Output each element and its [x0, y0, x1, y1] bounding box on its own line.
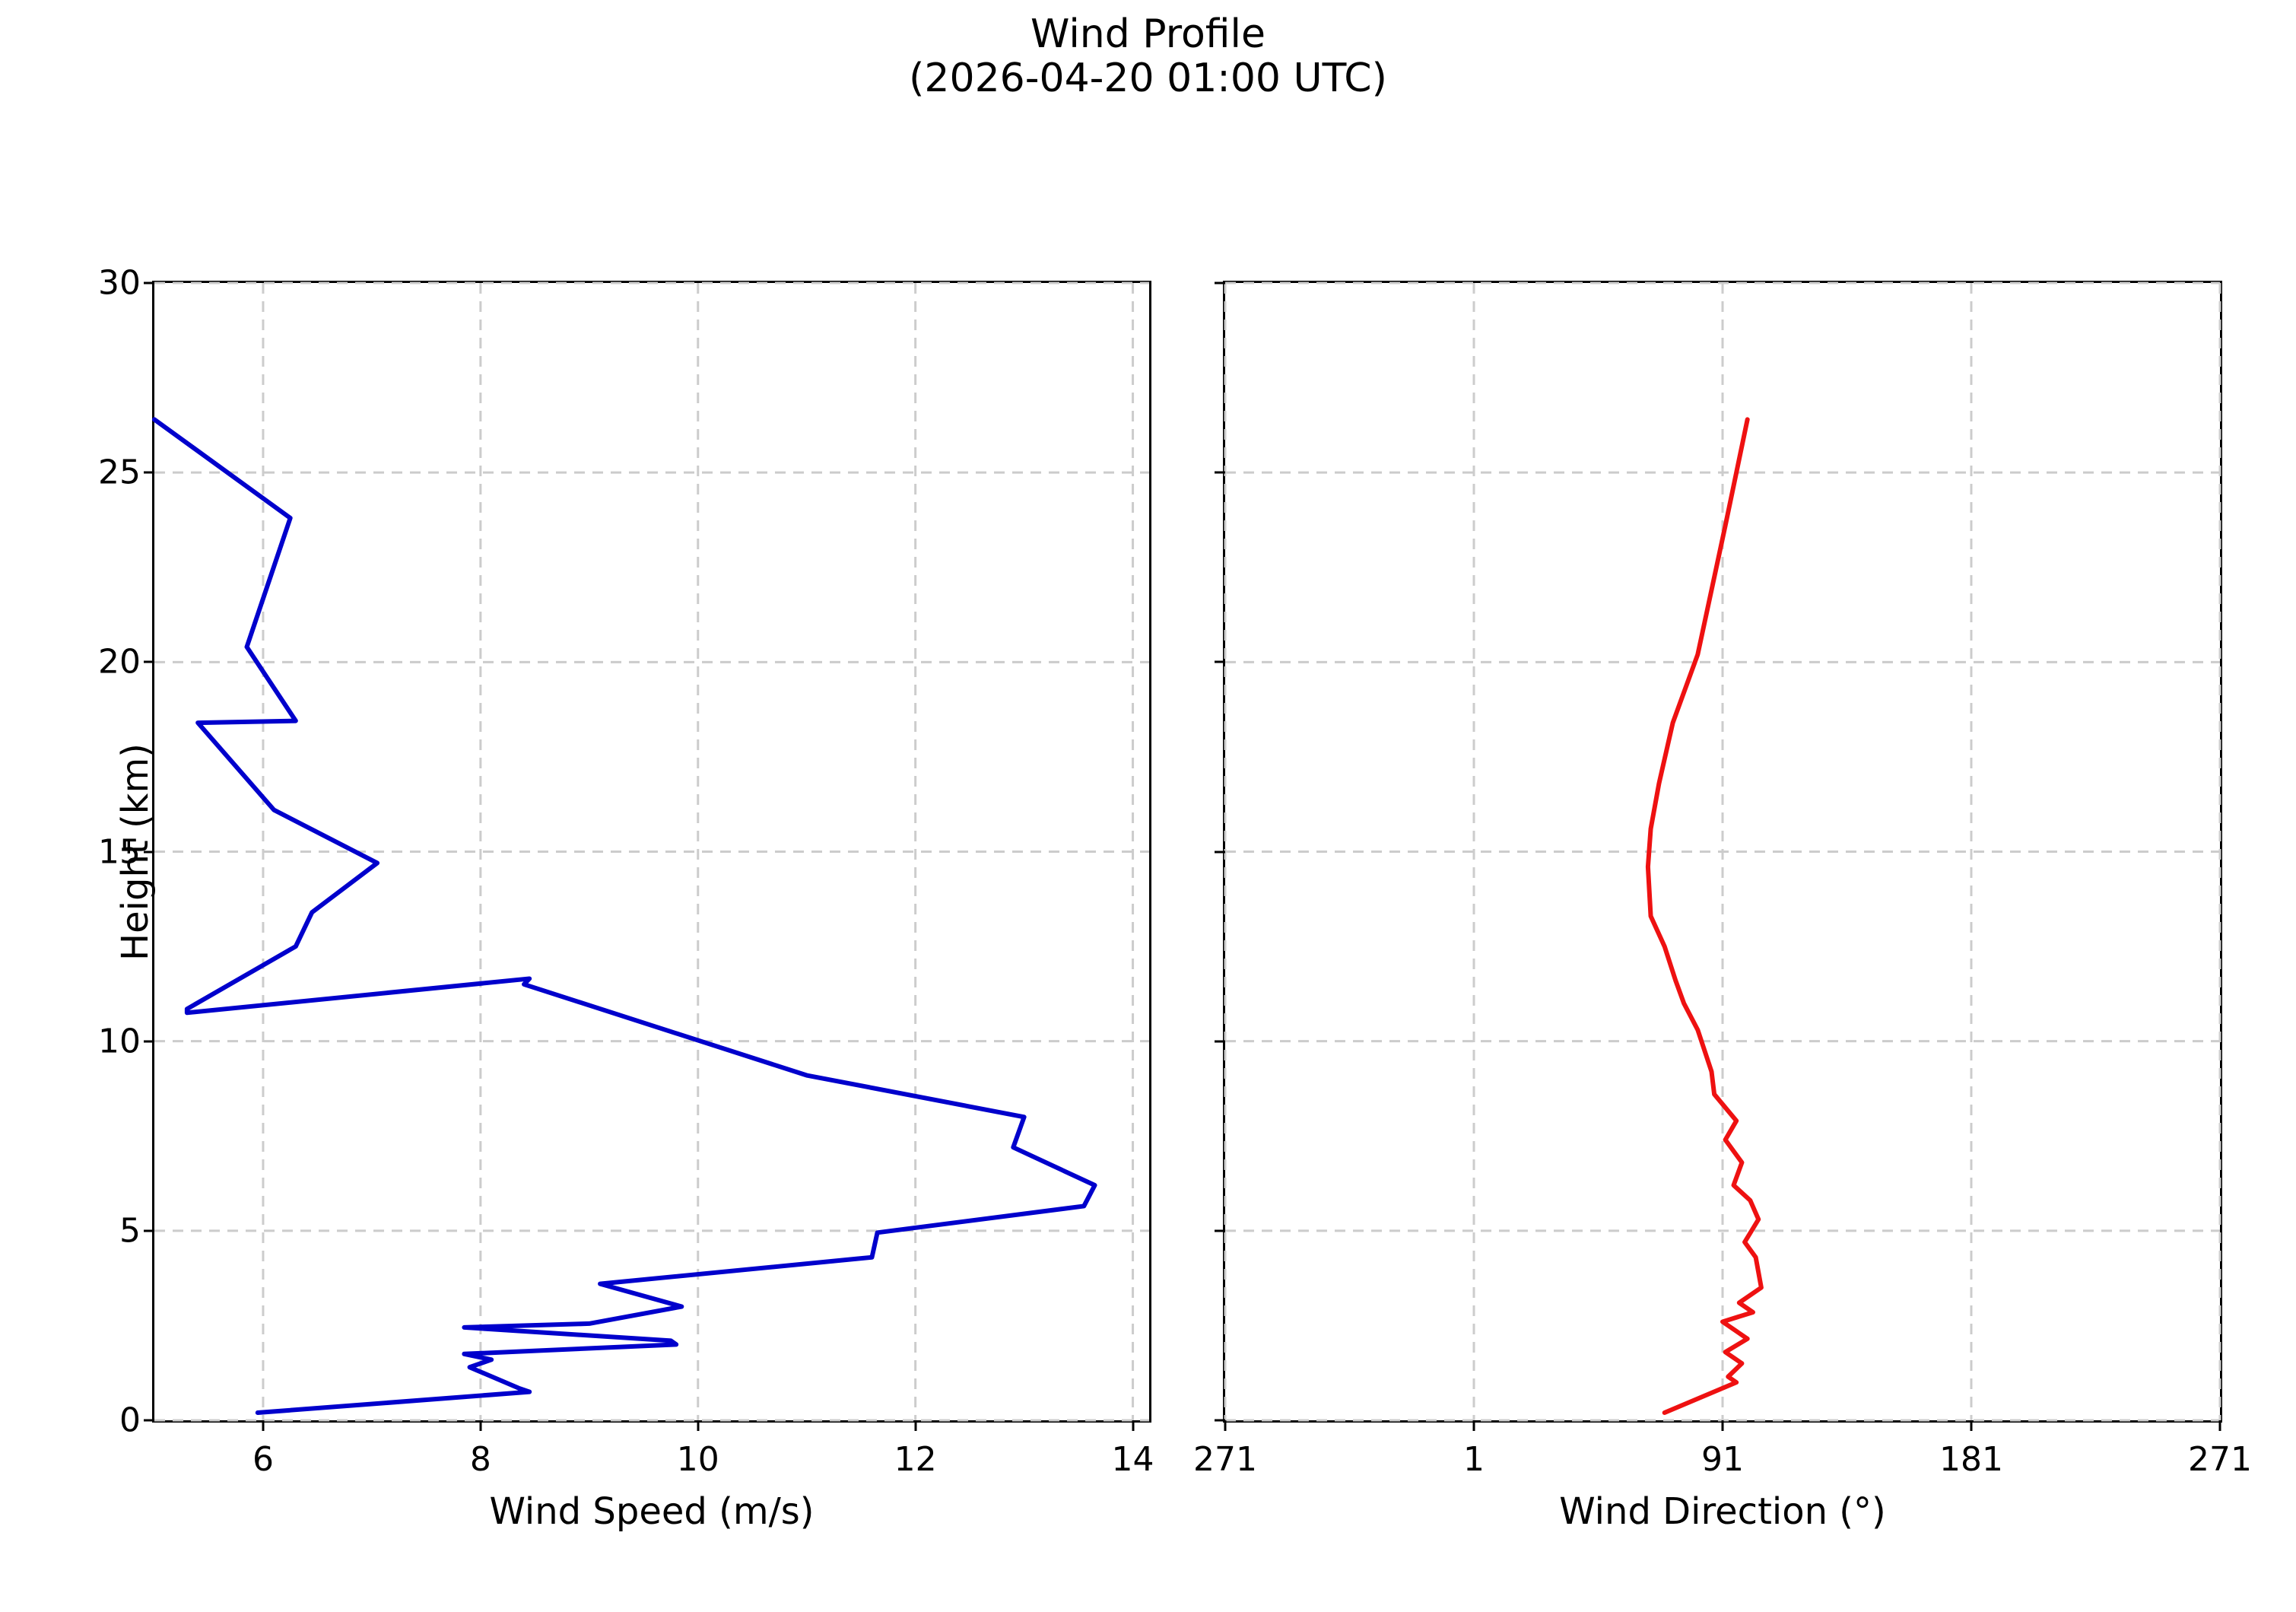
- height-tick-mark: [1215, 1040, 1225, 1043]
- height-tick-mark: [1215, 1229, 1225, 1232]
- x-tick-label: 271: [1193, 1440, 1257, 1479]
- figure-title-line-1: Wind Profile: [1031, 11, 1265, 57]
- height-tick-mark: [1215, 851, 1225, 853]
- height-axis-label: Height (km): [113, 742, 157, 961]
- x-tick-mark: [2218, 1420, 2221, 1431]
- wind-direction-gridlines: [1225, 283, 2220, 1420]
- height-tick-mark: [144, 660, 154, 663]
- height-tick-mark: [1215, 1419, 1225, 1422]
- x-tick-mark: [1721, 1420, 1724, 1431]
- height-tick-mark: [144, 471, 154, 474]
- height-tick-mark: [1215, 281, 1225, 285]
- height-tick-mark: [144, 281, 154, 285]
- height-tick-mark: [1215, 471, 1225, 474]
- x-tick-mark: [1472, 1420, 1475, 1431]
- x-tick-label: 271: [2188, 1440, 2252, 1479]
- x-tick-label: 12: [894, 1440, 937, 1479]
- x-tick-label: 1: [1463, 1440, 1485, 1479]
- x-tick-mark: [1224, 1420, 1227, 1431]
- x-tick-mark: [1970, 1420, 1973, 1431]
- wind-speed-gridlines: [154, 283, 1149, 1420]
- wind-speed-plot-area: 0 5 10 15 20 25 30 6 8 10 12 14 Height (km) Wind S…: [98, 264, 1154, 1534]
- wind-direction-axis-label: Wind Direction (°): [1559, 1490, 1886, 1533]
- figure-title: Wind Profile (2026-04-20 01:00 UTC): [0, 11, 2296, 102]
- height-tick-mark: [144, 1040, 154, 1043]
- x-tick-label: 6: [252, 1440, 274, 1479]
- height-tick-label: 15: [98, 832, 141, 871]
- x-tick-mark: [479, 1420, 482, 1431]
- x-tick-mark: [262, 1420, 265, 1431]
- x-tick-label: 91: [1701, 1440, 1744, 1479]
- height-tick-mark: [144, 1419, 154, 1422]
- height-tick-label: 25: [98, 453, 141, 492]
- x-tick-label: 181: [1939, 1440, 2003, 1479]
- height-tick-label: 5: [119, 1211, 141, 1251]
- x-tick-label: 8: [469, 1440, 491, 1479]
- wind-speed-line: [154, 283, 1149, 1420]
- x-tick-label: 14: [1111, 1440, 1154, 1479]
- x-tick-mark: [1132, 1420, 1135, 1431]
- wind-direction-plot-area: 271 1 91 181 271 Wind Direction (°): [1193, 281, 2252, 1533]
- wind-direction-line: [1225, 283, 2220, 1420]
- height-tick-label: 20: [98, 642, 141, 682]
- figure-title-line-2: (2026-04-20 01:00 UTC): [909, 56, 1387, 102]
- x-tick-mark: [914, 1420, 917, 1431]
- x-tick-mark: [697, 1420, 700, 1431]
- height-tick-mark: [144, 1229, 154, 1232]
- x-tick-label: 10: [676, 1440, 719, 1479]
- height-tick-label: 30: [98, 263, 141, 303]
- height-tick-label: 10: [98, 1022, 141, 1061]
- height-tick-label: 0: [119, 1401, 141, 1440]
- height-tick-mark: [144, 851, 154, 853]
- wind-speed-axis-label: Wind Speed (m/s): [489, 1490, 815, 1533]
- height-tick-mark: [1215, 660, 1225, 663]
